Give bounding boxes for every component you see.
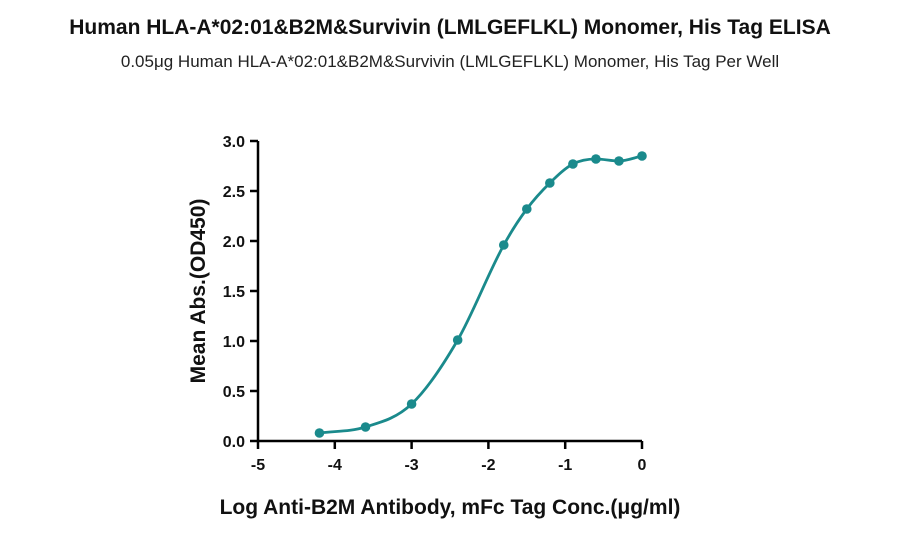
data-point	[314, 428, 325, 438]
y-tick-label: 1.0	[223, 334, 245, 351]
y-tick-label: 3.0	[223, 134, 245, 151]
data-point	[406, 399, 417, 409]
data-point	[614, 156, 624, 166]
data-point	[591, 154, 601, 164]
y-tick-label: 0.0	[223, 434, 245, 451]
data-point	[360, 422, 371, 432]
data-points-layer	[314, 151, 647, 438]
chart-axes: 0.0 0.5 1.0 1.5 2.0 2.5 3.0 -5 -4 -3 -2 -1 0	[223, 134, 647, 474]
data-point	[452, 335, 463, 345]
fit-curve	[319, 154, 643, 435]
data-point	[568, 159, 578, 169]
x-tick-label: 0	[638, 457, 647, 474]
x-tick-label: -4	[328, 457, 342, 474]
fit-curve-layer	[319, 154, 643, 435]
y-tick-label: 0.5	[223, 384, 245, 401]
x-tick-label: -1	[558, 457, 572, 474]
chart-title: Human HLA-A*02:01&B2M&Survivin (LMLGEFLK…	[69, 16, 831, 39]
x-tick-label: -5	[251, 457, 265, 474]
y-axis-label: Mean Abs.(OD450)	[187, 199, 210, 384]
data-point	[498, 240, 509, 250]
y-tick-label: 2.5	[223, 184, 245, 201]
x-tick-label: -3	[404, 457, 418, 474]
x-axis-label: Log Anti-B2M Antibody, mFc Tag Conc.(μg/…	[220, 496, 681, 519]
chart-subtitle: 0.05μg Human HLA-A*02:01&B2M&Survivin (L…	[120, 52, 780, 71]
y-tick-label: 1.5	[223, 284, 245, 301]
x-tick-label: -2	[481, 457, 495, 474]
data-point	[637, 151, 647, 161]
data-point	[522, 204, 532, 214]
data-point	[545, 178, 555, 188]
y-tick-label: 2.0	[223, 234, 245, 251]
